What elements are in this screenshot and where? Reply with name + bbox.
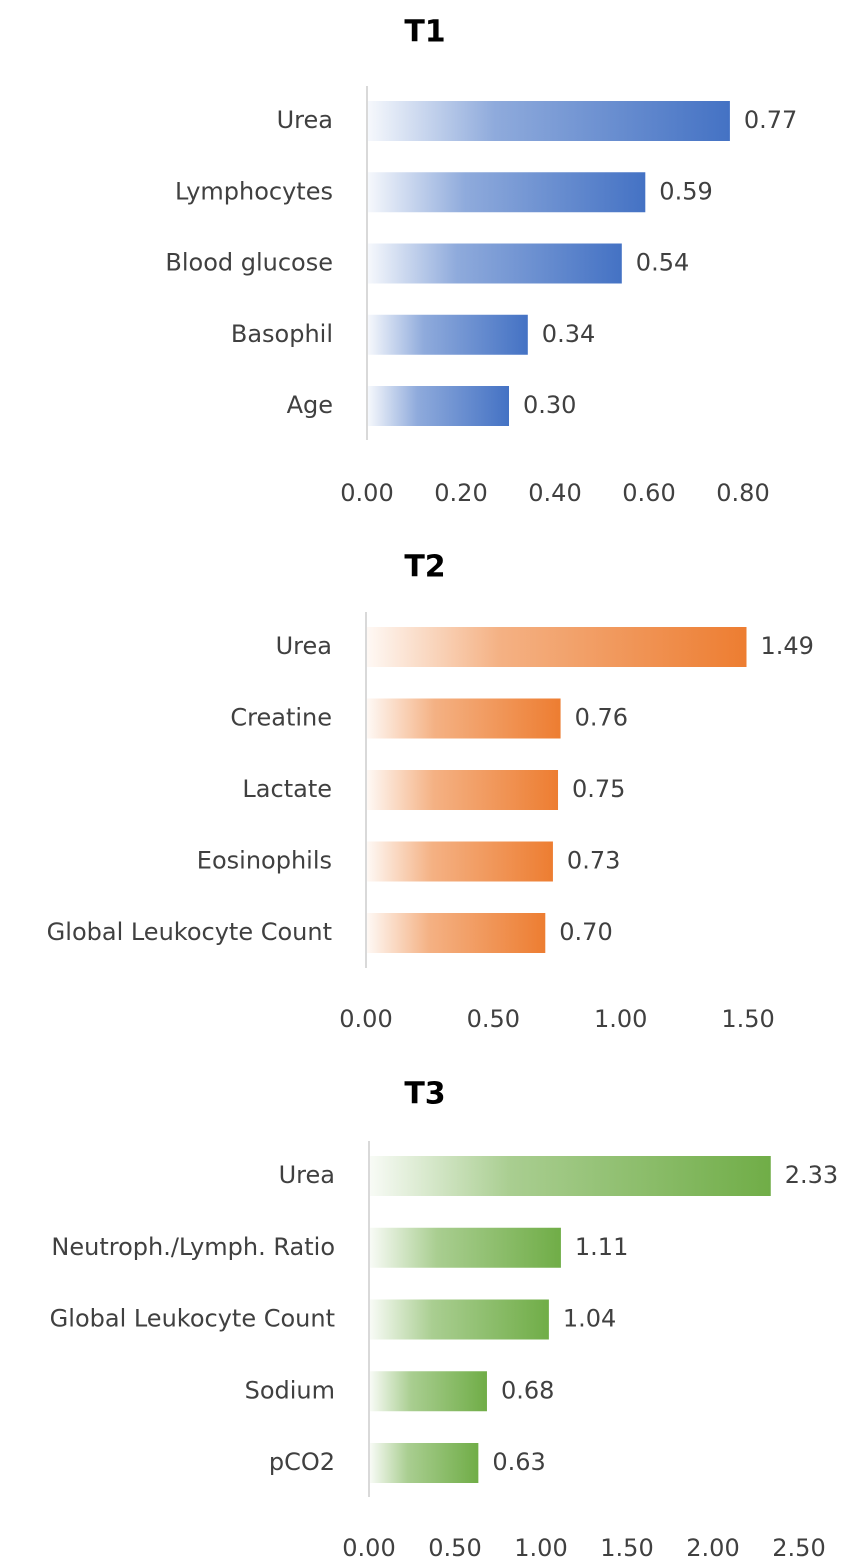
x-tick-label: 1.50: [721, 1005, 774, 1033]
x-tick-label: 2.50: [772, 1534, 825, 1562]
category-label: pCO2: [269, 1448, 335, 1476]
chart-title: T3: [404, 1077, 445, 1112]
x-tick-label: 0.00: [340, 479, 393, 507]
category-label: Neutroph./Lymph. Ratio: [51, 1233, 335, 1261]
category-label: Age: [287, 391, 333, 419]
bar: [367, 841, 553, 882]
category-label: Sodium: [245, 1376, 335, 1404]
bar: [368, 172, 646, 213]
x-tick-label: 1.50: [600, 1534, 653, 1562]
data-label: 0.63: [492, 1448, 545, 1476]
data-label: 0.70: [559, 918, 612, 946]
chart-title: T1: [404, 15, 445, 50]
bar: [367, 627, 747, 667]
data-label: 0.30: [523, 391, 576, 419]
data-label: 2.33: [785, 1161, 838, 1189]
x-tick-label: 0.00: [342, 1534, 395, 1562]
x-tick-label: 2.00: [686, 1534, 739, 1562]
bar: [367, 770, 559, 810]
bar: [370, 1227, 561, 1268]
data-label: 0.68: [501, 1376, 554, 1404]
bar: [368, 386, 509, 426]
category-label: Urea: [279, 1161, 335, 1189]
data-label: 0.59: [659, 177, 712, 205]
data-label: 0.54: [636, 249, 689, 277]
x-tick-label: 0.60: [622, 479, 675, 507]
chart-t1: T1 Urea 0.77 Lymphocytes 0.59 Blood glucose 0.…: [165, 15, 797, 508]
data-label: 0.73: [567, 847, 620, 875]
x-tick-label: 0.20: [434, 479, 487, 507]
bar: [370, 1299, 549, 1340]
bar: [370, 1371, 487, 1412]
data-label: 0.77: [744, 106, 797, 134]
bar: [368, 243, 622, 284]
category-label: Lactate: [242, 775, 332, 803]
chart-title: T2: [404, 550, 445, 585]
data-label: 1.04: [563, 1305, 616, 1333]
category-label: Global Leukocyte Count: [47, 918, 332, 946]
x-tick-label: 0.40: [528, 479, 581, 507]
x-tick-label: 1.00: [594, 1005, 647, 1033]
category-label: Basophil: [231, 320, 333, 348]
data-label: 0.76: [575, 704, 628, 732]
category-label: Creatine: [230, 704, 332, 732]
chart-t2: T2 Urea 1.49 Creatine 0.76 Lactate 0.75 Eosinop…: [47, 550, 814, 1034]
x-tick-label: 0.50: [428, 1534, 481, 1562]
x-tick-label: 1.00: [514, 1534, 567, 1562]
bar: [367, 698, 561, 739]
bar: [368, 101, 730, 141]
data-label: 0.75: [572, 775, 625, 803]
x-tick-label: 0.50: [467, 1005, 520, 1033]
category-label: Urea: [277, 106, 333, 134]
x-tick-label: 0.00: [339, 1005, 392, 1033]
category-label: Global Leukocyte Count: [50, 1305, 335, 1333]
data-label: 1.11: [575, 1233, 628, 1261]
data-label: 0.34: [542, 320, 595, 348]
x-tick-label: 0.80: [716, 479, 769, 507]
category-label: Eosinophils: [197, 847, 332, 875]
bar: [370, 1443, 479, 1483]
bar: [367, 913, 546, 953]
chart-t3: T3 Urea 2.33 Neutroph./Lymph. Ratio 1.11 Glob…: [50, 1077, 839, 1563]
category-label: Urea: [276, 632, 332, 660]
category-label: Lymphocytes: [175, 177, 333, 205]
category-label: Blood glucose: [165, 249, 333, 277]
data-label: 1.49: [761, 632, 814, 660]
bar: [368, 314, 528, 355]
bar: [370, 1156, 771, 1196]
